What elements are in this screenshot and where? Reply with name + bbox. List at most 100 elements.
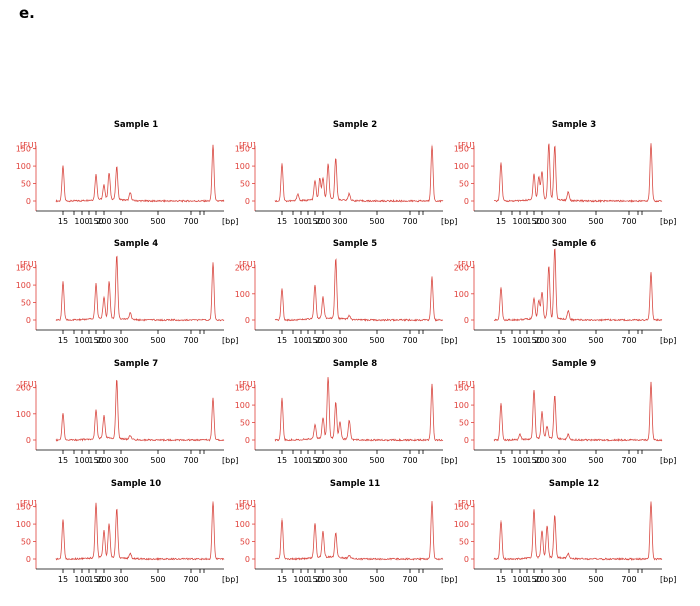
series-line: [493, 501, 663, 561]
y-unit-label: [FU]: [239, 260, 256, 269]
data-point: [538, 301, 540, 303]
data-point: [339, 422, 341, 423]
data-point: [95, 504, 97, 506]
x-tick-label: 500: [588, 575, 603, 584]
data-point: [554, 395, 556, 397]
x-tick-label: 700: [183, 575, 198, 584]
y-tick-label: 0: [464, 197, 469, 206]
chart-title: Sample 8: [333, 359, 377, 369]
series-line: [274, 145, 444, 203]
x-unit-label: [bp]: [660, 456, 676, 465]
y-tick-label: 100: [235, 520, 250, 529]
x-tick-label: 100: [293, 336, 308, 345]
data-point: [212, 397, 214, 399]
x-tick-label: 100: [74, 575, 89, 584]
y-tick-label: 100: [454, 290, 469, 299]
y-unit-label: [FU]: [20, 141, 37, 150]
y-unit-label: [FU]: [458, 380, 475, 389]
data-point: [348, 420, 350, 422]
data-point: [533, 509, 535, 511]
data-point: [108, 174, 110, 176]
x-tick-label: 700: [402, 217, 417, 226]
y-tick-label: 150: [235, 384, 250, 393]
x-tick-label: 500: [369, 575, 384, 584]
x-tick-label: 700: [621, 217, 636, 226]
data-point: [62, 413, 64, 415]
x-tick-label: 200: [315, 575, 330, 584]
data-point: [335, 158, 337, 160]
x-tick-label: 15: [58, 575, 68, 584]
y-tick-label: 50: [21, 299, 31, 308]
y-unit-label: [FU]: [458, 260, 475, 269]
data-point: [348, 193, 350, 195]
x-tick-label: 150: [88, 456, 103, 465]
x-tick-label: 500: [588, 336, 603, 345]
x-tick-label: 300: [332, 217, 347, 226]
x-tick-label: 500: [150, 456, 165, 465]
x-tick-label: 100: [74, 456, 89, 465]
chart-title: Sample 1: [114, 120, 158, 130]
data-point: [567, 191, 569, 193]
x-tick-label: 700: [402, 575, 417, 584]
data-point: [500, 520, 502, 521]
data-point: [212, 262, 214, 263]
x-unit-label: [bp]: [441, 217, 457, 226]
y-tick-label: 0: [464, 436, 469, 445]
y-tick-label: 100: [454, 520, 469, 529]
x-tick-label: 300: [113, 336, 128, 345]
data-point: [129, 312, 131, 314]
y-tick-label: 100: [454, 401, 469, 410]
y-tick-label: 50: [240, 419, 250, 428]
x-tick-label: 500: [150, 217, 165, 226]
y-tick-label: 50: [459, 419, 469, 428]
data-point: [431, 501, 433, 502]
data-point: [335, 534, 337, 535]
series-line: [493, 381, 663, 442]
x-tick-label: 15: [58, 336, 68, 345]
x-tick-label: 700: [621, 575, 636, 584]
chart-title: Sample 6: [552, 239, 596, 249]
x-tick-label: 200: [96, 217, 111, 226]
y-unit-label: [FU]: [20, 380, 37, 389]
x-tick-label: 300: [332, 575, 347, 584]
chart-title: Sample 2: [333, 120, 377, 130]
y-unit-label: [FU]: [458, 141, 475, 150]
x-unit-label: [bp]: [222, 456, 238, 465]
chart-title: Sample 9: [552, 359, 596, 369]
data-point: [62, 281, 64, 282]
chart-title: Sample 4: [114, 239, 158, 249]
data-point: [548, 267, 550, 268]
x-tick-label: 15: [277, 217, 287, 226]
x-tick-label: 150: [307, 575, 322, 584]
data-point: [500, 402, 502, 404]
x-tick-label: 500: [588, 456, 603, 465]
data-point: [281, 288, 283, 289]
y-unit-label: [FU]: [239, 380, 256, 389]
x-tick-label: 150: [526, 217, 541, 226]
series-line: [494, 143, 663, 204]
series-line: [55, 502, 225, 561]
data-point: [541, 172, 543, 174]
x-tick-label: 300: [113, 575, 128, 584]
x-tick-label: 200: [534, 217, 549, 226]
x-tick-label: 100: [512, 336, 527, 345]
y-tick-label: 50: [21, 180, 31, 189]
y-tick-label: 50: [459, 538, 469, 547]
x-tick-label: 100: [512, 217, 527, 226]
data-point: [314, 425, 316, 427]
data-point: [541, 293, 543, 295]
x-tick-label: 300: [113, 217, 128, 226]
data-point: [335, 259, 337, 261]
x-tick-label: 700: [402, 456, 417, 465]
x-tick-label: 100: [293, 575, 308, 584]
data-point: [103, 417, 105, 419]
data-point: [500, 162, 502, 164]
y-tick-label: 150: [454, 145, 469, 154]
y-tick-label: 0: [26, 555, 31, 564]
x-tick-label: 150: [307, 217, 322, 226]
data-point: [212, 501, 214, 502]
